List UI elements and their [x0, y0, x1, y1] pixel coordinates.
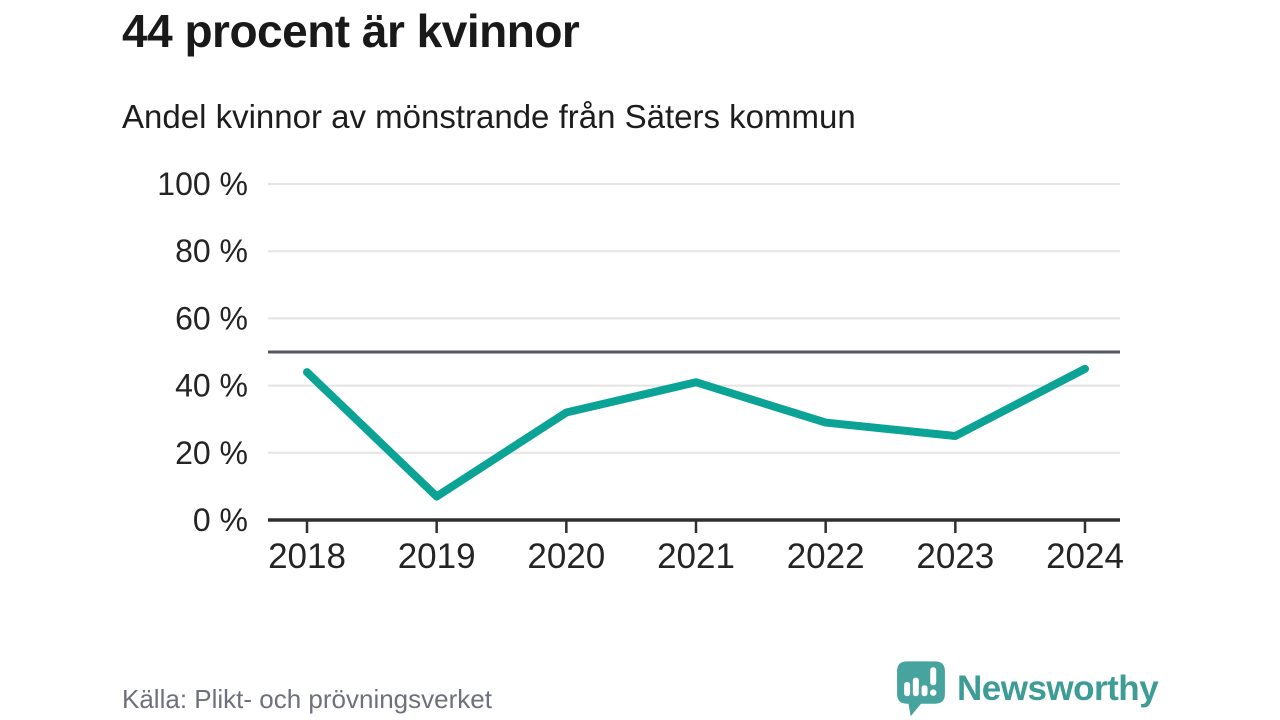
x-tick-label: 2024 — [1046, 537, 1124, 576]
bar-glyph — [904, 681, 911, 697]
x-tick-label: 2019 — [398, 537, 476, 576]
data-line — [303, 364, 1089, 501]
x-tick-label: 2020 — [527, 537, 605, 576]
y-tick-label: 0 % — [193, 502, 248, 538]
newsworthy-logo-icon — [897, 661, 945, 717]
y-tick-label: 80 % — [175, 233, 248, 269]
newsworthy-logo: Newsworthy — [896, 660, 1159, 717]
bar-glyph — [912, 677, 919, 697]
y-tick-label: 100 % — [157, 166, 248, 202]
source-caption: Källa: Plikt- och prövningsverket — [122, 684, 492, 714]
y-tick-label: 20 % — [175, 435, 248, 471]
y-tick-label: 40 % — [175, 368, 248, 404]
x-tick-label: 2022 — [787, 537, 865, 576]
bar-glyph — [921, 685, 928, 697]
y-tick-label: 60 % — [175, 300, 248, 336]
chart-subtitle: Andel kvinnor av mönstrande från Säters … — [122, 98, 856, 135]
x-tick-label: 2023 — [916, 537, 994, 576]
exclamation-bar-glyph — [930, 667, 937, 686]
exclamation-dot-glyph — [929, 689, 937, 696]
x-tick-label: 2021 — [657, 537, 735, 576]
brand-name: Newsworthy — [957, 668, 1159, 708]
chart-title: 44 procent är kvinnor — [122, 5, 580, 57]
x-tick-label: 2018 — [268, 537, 346, 576]
